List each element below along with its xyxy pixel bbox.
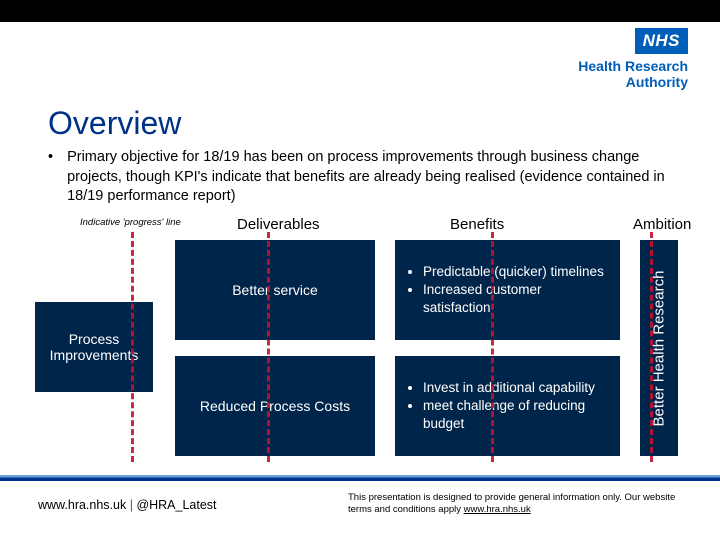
col-header-ambition: Ambition (633, 216, 691, 233)
footer-sep: | (126, 498, 136, 512)
process-improvements-label: Process Improvements (45, 331, 143, 363)
flow-diagram: Deliverables Benefits Ambition Process I… (35, 232, 690, 472)
overview-bullet: • Primary objective for 18/19 has been o… (48, 148, 680, 207)
footer-site: www.hra.nhs.uk (38, 498, 126, 512)
logo-line1: Health Research (578, 58, 688, 74)
benefit-box-1: Predictable (quicker) timelines Increase… (395, 240, 620, 340)
benefit-box-2: Invest in additional capability meet cha… (395, 356, 620, 456)
benefit-2-item-1: Invest in additional capability (423, 379, 610, 397)
top-dark-band (0, 0, 720, 22)
benefit-2-item-2: meet challenge of reducing budget (423, 397, 610, 433)
benefit-1-item-2: Increased customer satisfaction (423, 281, 610, 317)
benefit-1-list: Predictable (quicker) timelines Increase… (405, 263, 610, 318)
logo-line2: Authority (578, 74, 688, 90)
ambition-bar: Better Health Research (640, 240, 678, 456)
nhs-hra-logo: NHS Health Research Authority (578, 28, 688, 90)
benefit-2-list: Invest in additional capability meet cha… (405, 379, 610, 434)
benefit-1-item-1: Predictable (quicker) timelines (423, 263, 610, 281)
progress-dash-2 (267, 232, 270, 462)
nhs-badge: NHS (635, 28, 688, 54)
process-improvements-box: Process Improvements (35, 302, 153, 392)
progress-dash-3 (491, 232, 494, 462)
deliverable-1-label: Better service (232, 282, 318, 298)
footer-handle: @HRA_Latest (136, 498, 216, 512)
col-header-benefits: Benefits (450, 216, 504, 233)
disclaimer-link[interactable]: www.hra.nhs.uk (464, 504, 531, 515)
footer-disclaimer: This presentation is designed to provide… (348, 492, 690, 517)
col-header-deliverables: Deliverables (237, 216, 320, 233)
deliverable-better-service: Better service (175, 240, 375, 340)
deliverable-reduced-costs: Reduced Process Costs (175, 356, 375, 456)
bullet-content: Primary objective for 18/19 has been on … (67, 148, 680, 207)
footer-left: www.hra.nhs.uk | @HRA_Latest (38, 498, 217, 512)
indicative-label: Indicative 'progress' line (80, 217, 181, 228)
progress-dash-4 (650, 232, 653, 462)
bullet-marker: • (48, 148, 53, 207)
page-title: Overview (48, 105, 181, 142)
logo-subtitle: Health Research Authority (578, 58, 688, 90)
progress-dash-1 (131, 232, 134, 462)
deliverable-2-label: Reduced Process Costs (200, 398, 350, 414)
ambition-label: Better Health Research (651, 270, 668, 426)
footer-stripe (0, 475, 720, 481)
